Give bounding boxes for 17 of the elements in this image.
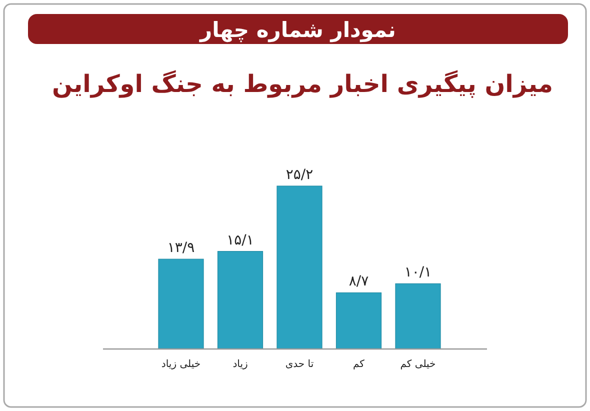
bar bbox=[336, 292, 382, 350]
bar bbox=[217, 251, 264, 350]
x-tick-label: تا حدی bbox=[285, 359, 314, 370]
x-tick-label: خیلی کم bbox=[400, 359, 436, 370]
data-label: ۱۰/۱ bbox=[404, 264, 432, 281]
chart-subtitle: میزان پیگیری اخبار مربوط به جنگ اوکراین bbox=[52, 70, 553, 98]
x-tick-label: کم bbox=[353, 359, 365, 370]
data-label: ۱۳/۹ bbox=[167, 240, 195, 256]
data-label: ۱۵/۱ bbox=[226, 232, 254, 248]
data-label: ۸/۷ bbox=[348, 274, 370, 290]
data-label: ۲۵/۲ bbox=[286, 167, 314, 183]
x-tick-label: خیلی زیاد bbox=[161, 359, 201, 370]
x-tick-label: زیاد bbox=[232, 359, 248, 370]
chart-title: نمودار شماره چهار bbox=[199, 18, 396, 43]
bar bbox=[158, 258, 204, 350]
bar bbox=[395, 283, 441, 350]
bar bbox=[276, 186, 322, 350]
